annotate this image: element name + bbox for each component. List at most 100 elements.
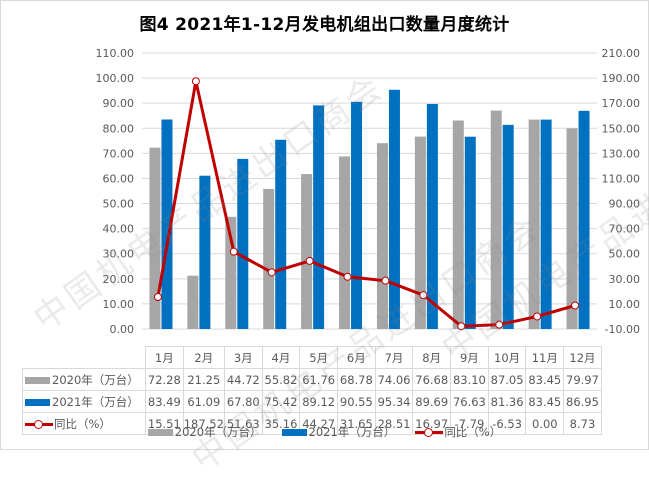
legend: 2020年（万台） 2021年（万台） 同比（%）: [0, 424, 649, 440]
y-right-tick-label: 10.00: [609, 298, 641, 311]
bar-2021: [237, 158, 249, 329]
bar-2020: [566, 128, 578, 329]
month-label: 4月: [261, 346, 301, 369]
y-right-tick-label: 190.00: [602, 72, 641, 85]
month-label: 11月: [525, 346, 565, 369]
bar-2021: [502, 124, 514, 329]
yoy-marker: [305, 256, 314, 265]
line-marker-swatch-icon: [415, 427, 444, 437]
bar-2020: [376, 143, 388, 329]
table-cell: 87.05: [487, 368, 527, 391]
bar-swatch-icon: [25, 398, 50, 406]
table-cell: 28.51: [374, 412, 414, 435]
y-left-tick-label: 50.00: [103, 198, 135, 211]
table-cell: 83.45: [525, 368, 565, 391]
series-label: 2021年（万台）: [22, 390, 146, 413]
table-cell: 83.49: [145, 390, 184, 413]
series-label: 同比（%）: [22, 412, 146, 435]
month-label: 9月: [450, 346, 489, 369]
table-row: 2021年（万台） 83.49 61.09 67.80 75.42 89.12 90.55 9…: [22, 390, 602, 413]
yoy-marker: [571, 301, 580, 310]
legend-label: 2020年（万台）: [174, 425, 262, 439]
table-cell: 75.42: [261, 390, 301, 413]
y-right-tick-label: 70.00: [609, 223, 641, 236]
bar-2021: [161, 119, 173, 330]
table-cell: 79.97: [563, 368, 602, 391]
legend-label: 2021年（万台）: [308, 425, 396, 439]
table-corner: [22, 346, 146, 369]
table-row: 2020年（万台） 72.28 21.25 44.72 55.82 61.76 68.78 7…: [22, 368, 602, 391]
y-right-tick-label: 150.00: [602, 122, 641, 135]
series-label: 2020年（万台）: [22, 368, 146, 391]
yoy-line: [156, 79, 576, 328]
table-cell: -7.79: [450, 412, 489, 435]
table-cell: 55.82: [261, 368, 301, 391]
yoy-marker: [381, 276, 390, 285]
y-left-tick-label: 80.00: [103, 122, 135, 135]
y-left-tick-label: 0.00: [110, 323, 135, 336]
table-cell: 89.69: [412, 390, 452, 413]
table-cell: 31.65: [337, 412, 376, 435]
table-cell: 68.78: [337, 368, 376, 391]
y-left-tick-label: 30.00: [103, 248, 135, 261]
month-label: 5月: [299, 346, 338, 369]
table-cell: 90.55: [337, 390, 376, 413]
table-cell: 72.28: [145, 368, 184, 391]
yoy-marker: [191, 77, 200, 86]
yoy-marker: [153, 292, 162, 301]
month-label: 7月: [374, 346, 414, 369]
table-cell: 81.36: [487, 390, 527, 413]
legend-item: 2021年（万台）: [281, 424, 396, 440]
yoy-marker: [533, 312, 542, 321]
y-left-tick-label: 110.00: [96, 47, 135, 60]
legend-item: 2020年（万台）: [147, 424, 262, 440]
table-cell: 76.68: [412, 368, 452, 391]
yoy-marker: [229, 247, 238, 256]
y-left-tick-label: 70.00: [103, 147, 135, 160]
y-left-tick-label: 40.00: [103, 223, 135, 236]
y-left-tick-label: 20.00: [103, 273, 135, 286]
y-right-tick-label: 90.00: [609, 198, 641, 211]
plot-area: 110.00 100.00 90.00 80.00 70.00 60.00 50.00 40.…: [96, 47, 641, 336]
yoy-marker: [267, 268, 276, 277]
y-left-tick-label: 90.00: [103, 97, 135, 110]
bar-2020: [414, 136, 426, 329]
table-cell: 83.45: [525, 390, 565, 413]
yoy-marker: [457, 322, 466, 331]
bar-2021: [578, 110, 590, 329]
y-right-tick-label: 30.00: [609, 273, 641, 286]
table-cell: 51.63: [223, 412, 263, 435]
bar-2020: [528, 119, 540, 329]
bar-2021: [464, 136, 476, 329]
month-label: 2月: [182, 346, 225, 369]
month-label: 6月: [337, 346, 376, 369]
table-cell: 187.52: [182, 412, 225, 435]
table-cell: 61.76: [299, 368, 338, 391]
table-cell: 76.63: [450, 390, 489, 413]
table-cell: 83.10: [450, 368, 489, 391]
legend-item: 同比（%）: [415, 424, 501, 440]
bar-2020: [263, 188, 275, 329]
bar-swatch-icon: [281, 428, 307, 436]
bar-2021: [426, 103, 438, 330]
bar-2020: [187, 275, 199, 329]
table-cell: 61.09: [182, 390, 225, 413]
bar-2021: [313, 105, 325, 329]
bar-2021: [351, 101, 363, 329]
y-left-tick-label: 100.00: [96, 72, 135, 85]
bar-2020: [490, 110, 502, 329]
bar-2021: [275, 139, 287, 329]
table-row: 同比（%） 15.51 187.52 51.63 35.16 44.27 31.65 28.5…: [22, 412, 602, 435]
bar-2020: [339, 156, 351, 329]
bar-2021: [388, 89, 400, 330]
line-marker-swatch-icon: [25, 419, 53, 429]
table-cell: 89.12: [299, 390, 338, 413]
month-label: 3月: [223, 346, 263, 369]
bar-2021: [540, 119, 552, 329]
bar-2020: [149, 147, 161, 329]
data-table: 1月 2月 3月 4月 5月 6月 7月 8月 9月 10月 11月 12月 2020年（万台） 72.2…: [22, 346, 602, 435]
y-right-tick-label: 130.00: [602, 147, 641, 160]
month-label: 12月: [563, 346, 602, 369]
table-cell: -6.53: [487, 412, 527, 435]
yoy-marker: [343, 272, 352, 281]
